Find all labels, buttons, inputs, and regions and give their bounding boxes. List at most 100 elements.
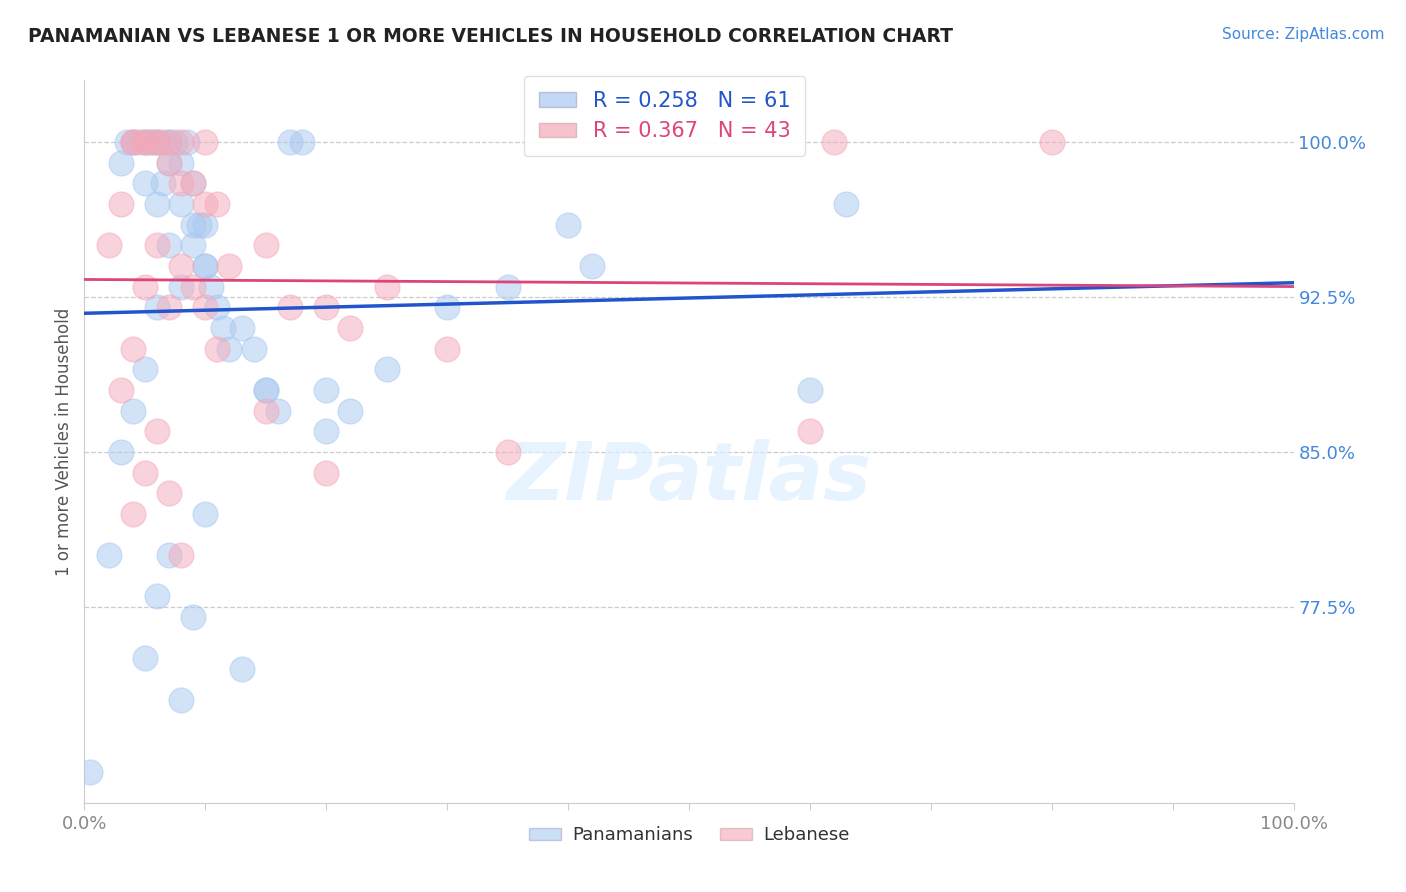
Point xyxy=(110,197,132,211)
Point xyxy=(207,301,229,315)
Point xyxy=(194,218,217,232)
Point xyxy=(170,692,193,706)
Point xyxy=(581,259,603,273)
Point xyxy=(121,342,143,356)
Point xyxy=(134,362,156,376)
Text: ZIPatlas: ZIPatlas xyxy=(506,439,872,516)
Point xyxy=(436,342,458,356)
Point xyxy=(496,279,519,293)
Point xyxy=(799,424,821,438)
Point xyxy=(181,610,204,624)
Point xyxy=(157,135,180,149)
Point xyxy=(134,177,156,191)
Point xyxy=(194,259,217,273)
Point xyxy=(79,764,101,779)
Point xyxy=(170,279,193,293)
Point xyxy=(194,301,217,315)
Point xyxy=(188,218,211,232)
Point xyxy=(121,507,143,521)
Point xyxy=(146,135,169,149)
Point xyxy=(157,486,180,500)
Point xyxy=(242,342,264,356)
Point xyxy=(231,321,253,335)
Point xyxy=(139,135,162,149)
Point xyxy=(315,424,337,438)
Point xyxy=(436,301,458,315)
Point xyxy=(799,383,821,397)
Point xyxy=(134,135,156,149)
Point xyxy=(254,238,277,252)
Point xyxy=(97,548,120,562)
Point xyxy=(194,135,217,149)
Legend: Panamanians, Lebanese: Panamanians, Lebanese xyxy=(522,819,856,852)
Point xyxy=(134,466,156,480)
Point xyxy=(176,135,198,149)
Point xyxy=(110,445,132,459)
Point xyxy=(557,218,579,232)
Point xyxy=(134,651,156,665)
Point xyxy=(1040,135,1063,149)
Point xyxy=(157,135,180,149)
Point xyxy=(170,197,193,211)
Point xyxy=(200,279,222,293)
Point xyxy=(375,362,398,376)
Point xyxy=(110,383,132,397)
Point xyxy=(157,156,180,170)
Point xyxy=(194,197,217,211)
Point xyxy=(170,177,193,191)
Point xyxy=(194,259,217,273)
Point xyxy=(170,259,193,273)
Point xyxy=(170,548,193,562)
Point xyxy=(146,590,169,604)
Point xyxy=(278,135,301,149)
Point xyxy=(146,238,169,252)
Point xyxy=(181,177,204,191)
Y-axis label: 1 or more Vehicles in Household: 1 or more Vehicles in Household xyxy=(55,308,73,575)
Point xyxy=(212,321,235,335)
Point xyxy=(278,301,301,315)
Point xyxy=(194,507,217,521)
Point xyxy=(254,383,277,397)
Point xyxy=(121,403,143,417)
Point xyxy=(218,259,240,273)
Point xyxy=(134,135,156,149)
Point xyxy=(115,135,138,149)
Point xyxy=(315,383,337,397)
Point xyxy=(291,135,314,149)
Point xyxy=(157,301,180,315)
Point xyxy=(146,197,169,211)
Point xyxy=(134,135,156,149)
Point xyxy=(207,342,229,356)
Point xyxy=(231,662,253,676)
Point xyxy=(207,197,229,211)
Point xyxy=(134,279,156,293)
Point xyxy=(121,135,143,149)
Point xyxy=(267,403,290,417)
Point xyxy=(254,383,277,397)
Point xyxy=(121,135,143,149)
Point xyxy=(181,238,204,252)
Point xyxy=(823,135,845,149)
Point xyxy=(146,424,169,438)
Point xyxy=(170,156,193,170)
Point xyxy=(139,135,162,149)
Point xyxy=(218,342,240,356)
Point xyxy=(110,156,132,170)
Point xyxy=(339,321,361,335)
Point xyxy=(146,135,169,149)
Point xyxy=(181,279,204,293)
Point xyxy=(315,301,337,315)
Text: PANAMANIAN VS LEBANESE 1 OR MORE VEHICLES IN HOUSEHOLD CORRELATION CHART: PANAMANIAN VS LEBANESE 1 OR MORE VEHICLE… xyxy=(28,27,953,45)
Point xyxy=(157,156,180,170)
Point xyxy=(157,238,180,252)
Point xyxy=(339,403,361,417)
Point xyxy=(181,218,204,232)
Point xyxy=(146,301,169,315)
Point xyxy=(152,135,174,149)
Point xyxy=(835,197,858,211)
Point xyxy=(254,403,277,417)
Point xyxy=(375,279,398,293)
Point xyxy=(121,135,143,149)
Point xyxy=(170,135,193,149)
Point xyxy=(496,445,519,459)
